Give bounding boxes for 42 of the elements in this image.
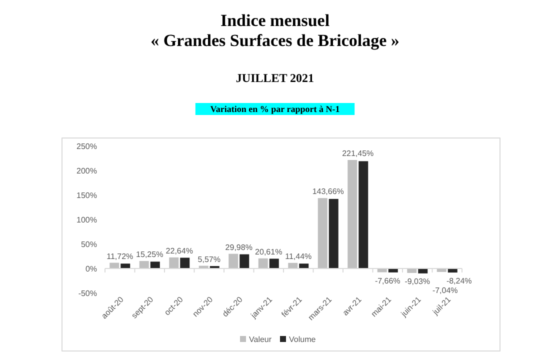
y-tick-label: 100% xyxy=(76,216,97,224)
data-label: 143,66% xyxy=(312,187,344,196)
y-tick-label: 0% xyxy=(85,264,97,274)
y-tick-label: -50% xyxy=(78,289,97,298)
legend-label: Valeur xyxy=(249,335,272,344)
data-label: -7,04% xyxy=(432,286,458,295)
data-label: 221,45% xyxy=(342,148,374,158)
y-tick-label: 150% xyxy=(76,191,97,200)
chart-subtitle: JUILLET 2021 xyxy=(236,71,314,85)
legend-label: Volume xyxy=(289,335,316,344)
data-label: -7,66% xyxy=(374,276,400,286)
bar xyxy=(269,258,279,268)
bar xyxy=(299,264,309,268)
data-label: 11,44% xyxy=(285,252,312,261)
data-label: -9,03% xyxy=(404,276,430,286)
bar xyxy=(139,261,149,268)
bar xyxy=(258,258,268,268)
y-tick-label: 50% xyxy=(80,240,97,249)
bar xyxy=(377,268,387,272)
data-label: 11,72% xyxy=(106,252,134,261)
y-tick-label: 250% xyxy=(76,142,97,151)
bar xyxy=(169,257,179,268)
data-label: 15,25% xyxy=(136,250,164,260)
bar xyxy=(348,160,358,268)
bar xyxy=(120,264,130,268)
data-label: -8,24% xyxy=(446,276,472,286)
bar xyxy=(150,262,160,268)
data-label: 22,64% xyxy=(166,246,193,256)
bar xyxy=(328,198,338,268)
chart-title: Indice mensuel « Grandes Surfaces de Bricolage » xyxy=(150,11,400,50)
data-label: 29,98% xyxy=(225,242,252,252)
data-label: 20,61% xyxy=(255,247,282,256)
bar xyxy=(240,254,250,268)
text: Variation en % par rapport à N-1 xyxy=(210,104,340,114)
y-tick-label: 200% xyxy=(76,166,97,176)
bar xyxy=(418,268,428,274)
bar xyxy=(318,198,328,268)
data-label: 5,57% xyxy=(198,254,220,264)
bar xyxy=(358,161,368,268)
bar xyxy=(180,258,190,268)
bar xyxy=(228,254,238,268)
bar xyxy=(407,268,417,273)
